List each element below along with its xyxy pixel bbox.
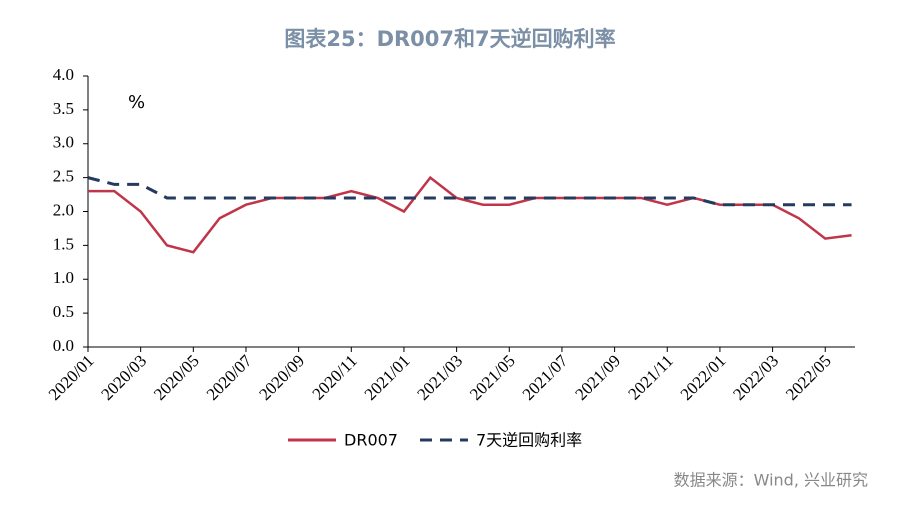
legend-label: 7天逆回购利率 [476, 431, 582, 450]
y-tick-label: 0.0 [53, 336, 74, 355]
y-tick-label: 1.0 [53, 268, 74, 287]
legend-label: DR007 [344, 431, 398, 450]
unit-label: % [128, 92, 145, 113]
x-tick-label: 2021/01 [361, 351, 414, 404]
source: 数据来源：Wind, 兴业研究 [674, 471, 868, 490]
y-tick-label: 3.5 [53, 99, 74, 118]
x-tick-label: 2020/01 [45, 351, 98, 404]
x-tick-label: 2022/05 [782, 351, 835, 404]
x-tick-label: 2020/03 [97, 351, 150, 404]
x-tick-label: 2020/05 [150, 351, 203, 404]
series-line [88, 175, 852, 254]
x-tick-label: 2020/11 [308, 351, 360, 403]
y-tick-label: 2.0 [53, 200, 74, 219]
y-tick-label: 3.0 [53, 133, 74, 152]
x-tick-label: 2022/01 [677, 351, 730, 404]
y-tick-label: 4.0 [53, 65, 74, 84]
x-tick-label: 2020/09 [255, 351, 308, 404]
y-tick-label: 2.5 [53, 167, 74, 186]
x-tick-label: 2021/11 [624, 351, 676, 403]
x-tick-label: 2022/03 [729, 351, 782, 404]
x-tick-label: 2020/07 [203, 351, 256, 404]
chart-title: 图表25：DR007和7天逆回购利率 [284, 27, 615, 51]
x-tick-label: 2021/09 [571, 351, 624, 404]
y-tick-label: 1.5 [53, 234, 74, 253]
y-tick-label: 0.5 [53, 302, 74, 321]
x-tick-label: 2021/05 [466, 351, 519, 404]
x-tick-label: 2021/03 [413, 351, 466, 404]
series-line [87, 176, 852, 207]
x-tick-label: 2021/07 [519, 351, 572, 404]
